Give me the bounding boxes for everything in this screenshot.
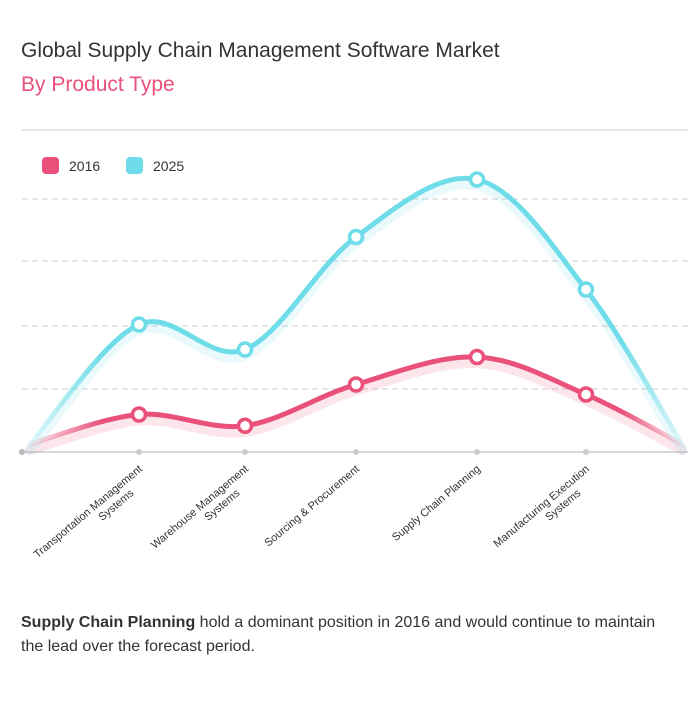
data-point-2025[interactable] — [347, 228, 365, 246]
x-axis-label: Sourcing & Procurement — [262, 463, 362, 549]
legend-item-2025[interactable]: 2025 — [126, 157, 184, 174]
data-point-2016[interactable] — [130, 406, 148, 423]
x-axis-origin-dot — [19, 449, 25, 455]
series-shadow-2016 — [25, 357, 687, 455]
x-axis-ticks — [19, 449, 589, 455]
x-axis-label: Manufacturing ExecutionSystems — [491, 463, 600, 560]
x-axis-tick — [583, 449, 589, 455]
footnote-text: hold a dominant position in 2016 and wou… — [21, 614, 656, 655]
data-point-2016[interactable] — [236, 417, 254, 434]
footnote-highlight: Supply Chain Planning — [21, 614, 196, 631]
data-point-2025[interactable] — [577, 281, 595, 298]
x-axis-tick — [242, 449, 248, 455]
data-point-2025[interactable] — [468, 171, 486, 188]
x-axis-tick — [353, 449, 359, 455]
x-axis-label: Warehouse ManagementSystems — [149, 463, 259, 561]
data-point-2016[interactable] — [577, 386, 595, 403]
legend-item-2016[interactable]: 2016 — [42, 157, 100, 174]
x-axis-labels: Transportation ManagementSystems Warehous… — [32, 463, 600, 571]
legend-label-2016: 2016 — [69, 157, 101, 174]
chart-title: Global Supply Chain Management Software … — [21, 39, 500, 62]
data-point-2016[interactable] — [347, 376, 365, 393]
legend-swatch-2016 — [42, 157, 59, 174]
line-chart: Transportation ManagementSystems Warehous… — [19, 129, 688, 571]
gridlines — [22, 129, 688, 390]
series-layer — [25, 171, 687, 455]
legend-swatch-2025 — [126, 157, 143, 174]
x-axis-label: Transportation ManagementSystems — [32, 463, 154, 571]
series-shadow-2025 — [25, 179, 687, 455]
data-point-2025[interactable] — [130, 316, 148, 333]
data-point-2025[interactable] — [236, 341, 254, 358]
data-point-2016[interactable] — [468, 348, 486, 366]
footnote: Supply Chain Planning hold a dominant po… — [21, 611, 661, 659]
x-axis-tick — [474, 449, 480, 455]
x-axis-tick — [136, 449, 142, 455]
x-axis-label: Supply Chain Planning — [390, 463, 483, 544]
legend-label-2025: 2025 — [153, 157, 185, 174]
chart-subtitle: By Product Type — [21, 73, 175, 96]
